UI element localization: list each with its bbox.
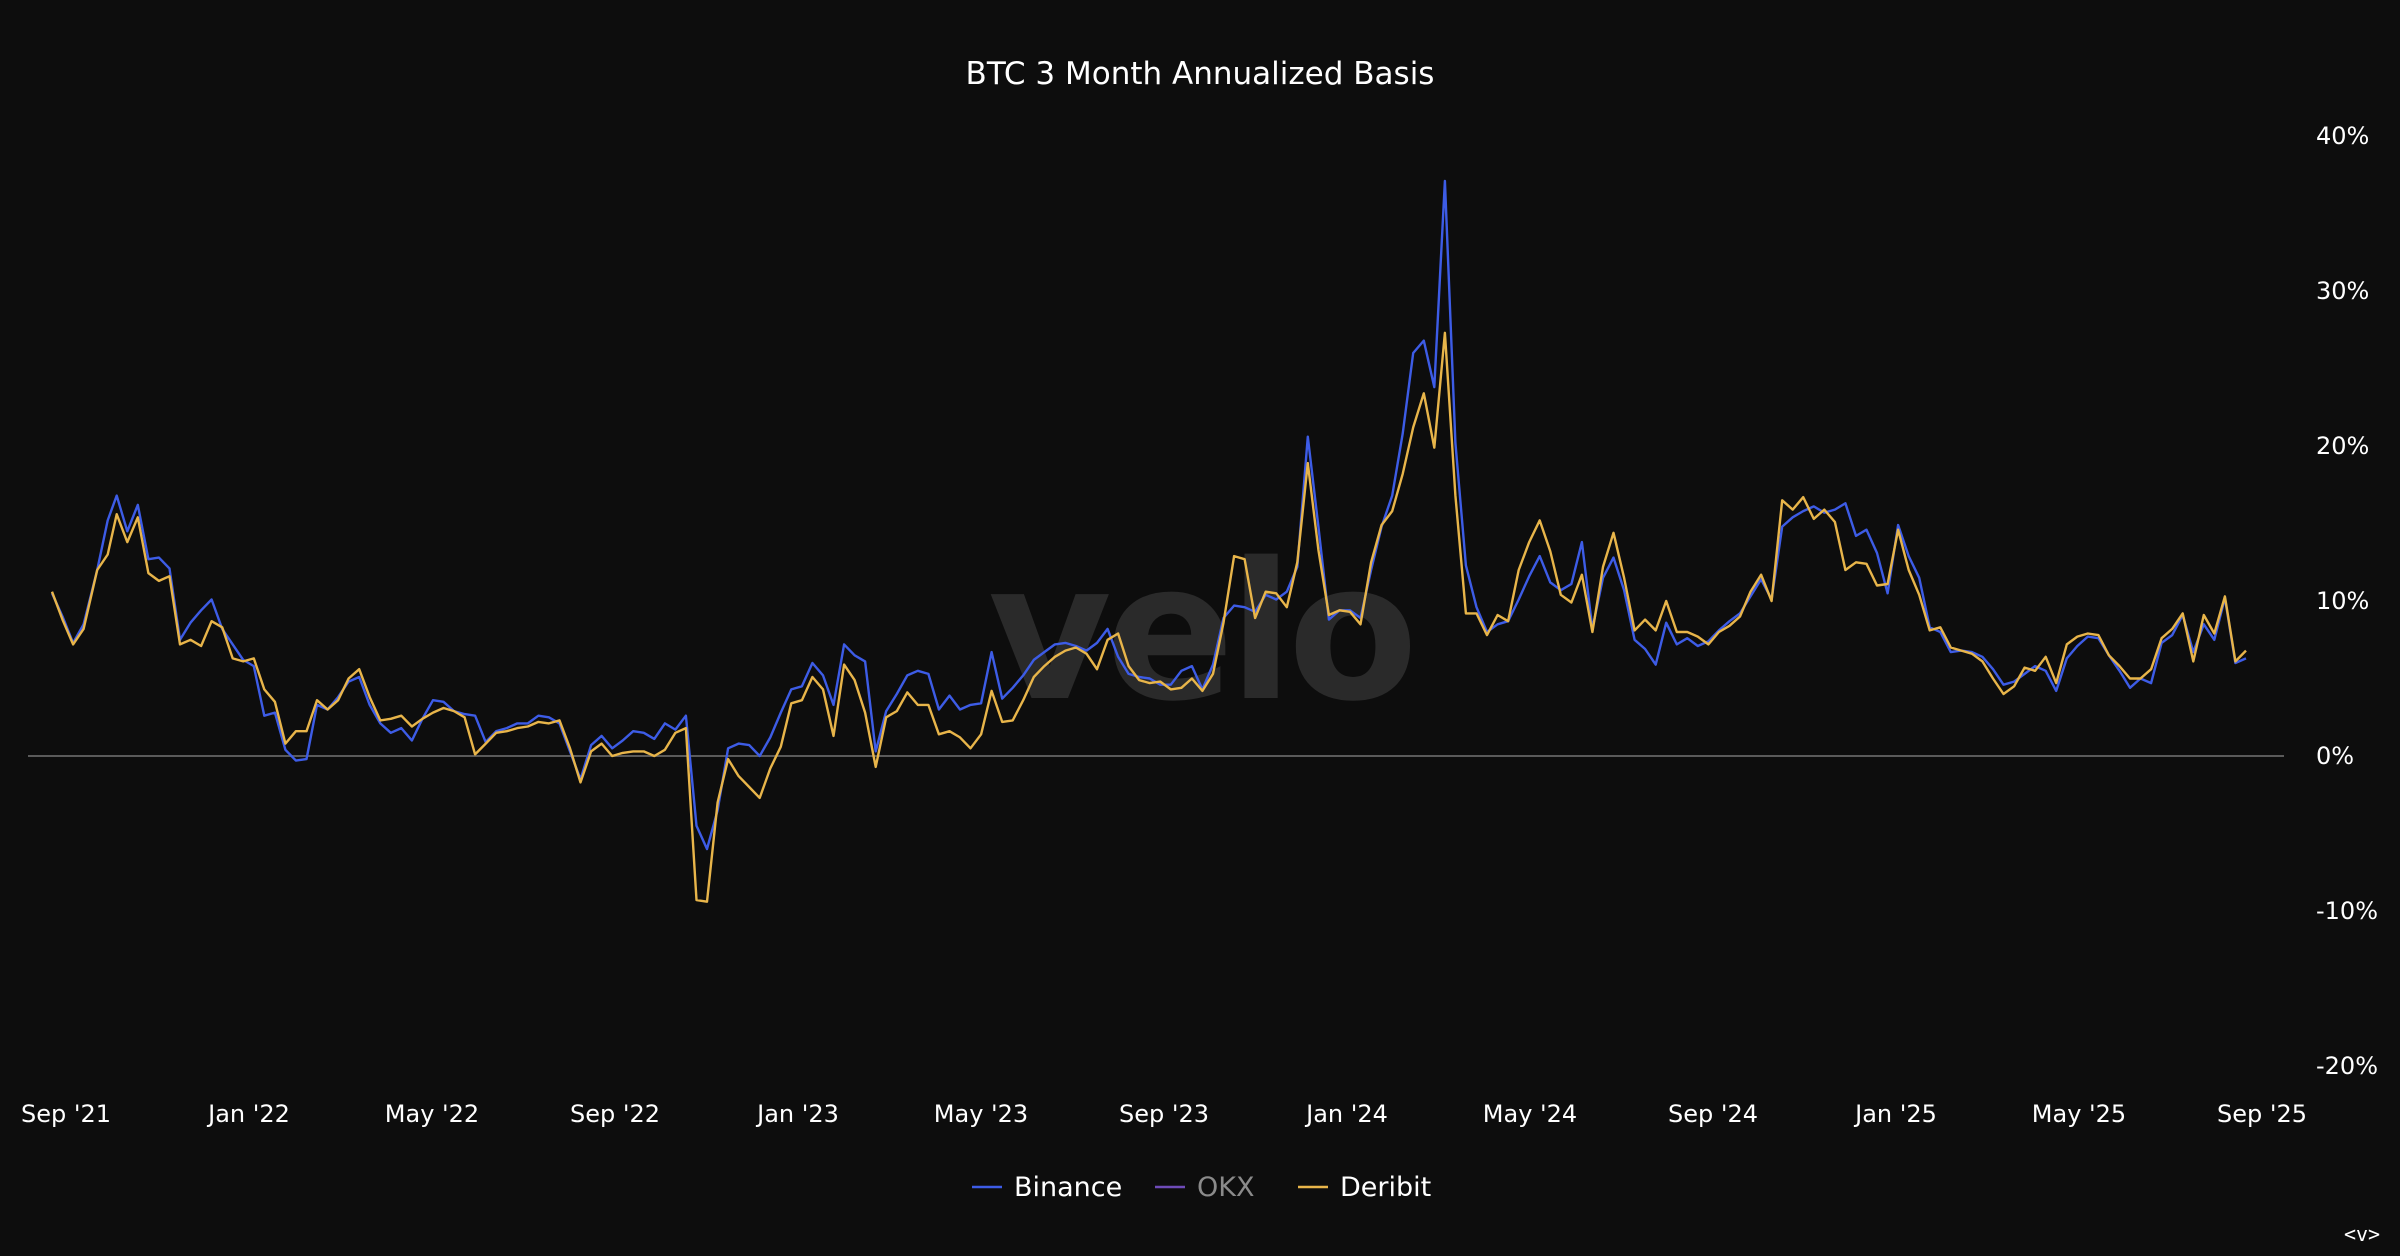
- x-tick-label: May '23: [934, 1100, 1028, 1128]
- legend-label: Binance: [1014, 1172, 1122, 1203]
- x-tick-label: Jan '22: [206, 1100, 290, 1128]
- x-tick-label: Sep '22: [570, 1100, 660, 1128]
- legend-label: OKX: [1197, 1172, 1254, 1203]
- x-tick-label: Jan '24: [1304, 1100, 1388, 1128]
- x-tick-label: May '25: [2032, 1100, 2126, 1128]
- x-tick-label: May '24: [1483, 1100, 1577, 1128]
- x-tick-label: Sep '21: [21, 1100, 111, 1128]
- y-axis: 40% 30% 20% 10% 0% -10% -20%: [2316, 122, 2378, 1080]
- legend[interactable]: Binance OKX Deribit: [972, 1172, 1431, 1203]
- x-tick-label: Sep '23: [1119, 1100, 1209, 1128]
- chart-nav-control[interactable]: <v>: [2344, 1222, 2380, 1246]
- legend-item-binance[interactable]: Binance: [972, 1172, 1122, 1203]
- y-tick-label: -20%: [2316, 1052, 2378, 1080]
- series-line-binance: [50, 179, 2247, 851]
- y-tick-label: -10%: [2316, 897, 2378, 925]
- watermark: velo: [988, 522, 1412, 743]
- y-tick-label: 20%: [2316, 432, 2369, 460]
- series-line-deribit: [50, 331, 2247, 903]
- x-axis: Sep '21 Jan '22 May '22 Sep '22 Jan '23 May '…: [21, 1100, 2307, 1128]
- legend-label: Deribit: [1340, 1172, 1431, 1203]
- chart-title: BTC 3 Month Annualized Basis: [966, 56, 1435, 92]
- y-tick-label: 10%: [2316, 587, 2369, 615]
- y-tick-label: 40%: [2316, 122, 2369, 150]
- legend-item-okx[interactable]: OKX: [1155, 1172, 1254, 1203]
- plot-series: [50, 179, 2247, 903]
- x-tick-label: Jan '25: [1853, 1100, 1937, 1128]
- legend-item-deribit[interactable]: Deribit: [1298, 1172, 1431, 1203]
- x-tick-label: May '22: [385, 1100, 479, 1128]
- y-tick-label: 0%: [2316, 742, 2354, 770]
- y-tick-label: 30%: [2316, 277, 2369, 305]
- x-tick-label: Sep '25: [2217, 1100, 2307, 1128]
- x-tick-label: Sep '24: [1668, 1100, 1758, 1128]
- x-tick-label: Jan '23: [755, 1100, 839, 1128]
